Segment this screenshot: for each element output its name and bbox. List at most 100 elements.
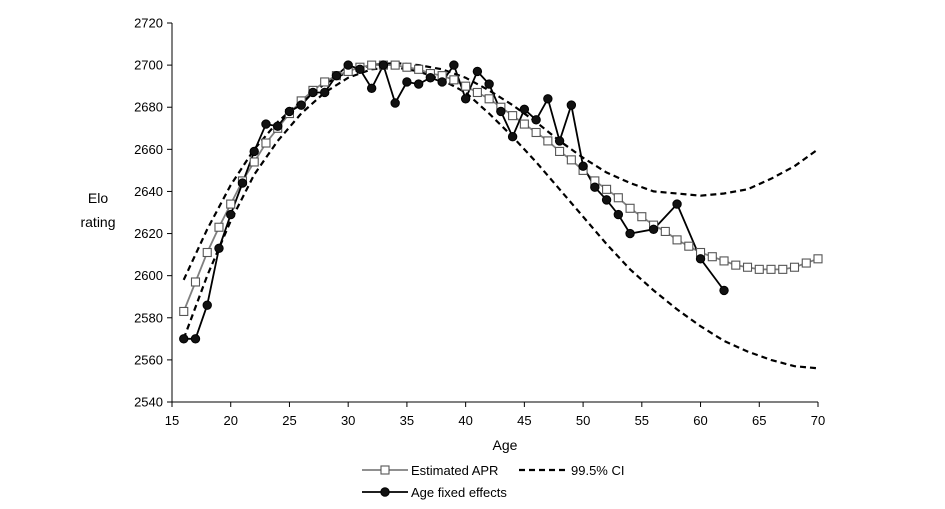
apr-point xyxy=(320,77,330,87)
age-fixed-effects-point xyxy=(578,161,588,171)
age-fixed-effects-point xyxy=(378,60,389,70)
age-fixed-effects-point xyxy=(390,98,400,108)
y-tick-label: 2700 xyxy=(134,58,163,73)
apr-point xyxy=(472,87,482,98)
age-fixed-effects-point xyxy=(179,334,189,344)
apr-point xyxy=(801,258,811,268)
y-tick-label: 2620 xyxy=(134,226,163,241)
apr-point xyxy=(637,212,647,222)
age-fixed-effects-point xyxy=(554,136,565,146)
apr-point xyxy=(402,62,412,72)
age-fixed-effects-point xyxy=(601,195,612,205)
apr-point xyxy=(754,264,764,274)
age-fixed-effects-point xyxy=(460,94,471,104)
x-tick-label: 65 xyxy=(752,413,766,428)
apr-point xyxy=(226,199,236,209)
age-fixed-effects-point xyxy=(273,121,283,131)
age-fixed-effects-point xyxy=(308,87,318,98)
y-tick-label: 2640 xyxy=(134,184,163,199)
apr-point xyxy=(449,75,459,85)
age-fixed-effects-point xyxy=(507,132,518,142)
apr-point xyxy=(261,138,271,148)
apr-point xyxy=(684,241,694,251)
apr-point xyxy=(766,264,776,274)
apr-point xyxy=(613,193,623,203)
apr-point xyxy=(742,262,753,272)
age-fixed-effects-point xyxy=(543,94,553,104)
y-tick-label: 2580 xyxy=(134,310,163,325)
x-tick-label: 55 xyxy=(635,413,649,428)
age-fixed-effects-point xyxy=(613,209,624,220)
apr-point xyxy=(789,262,800,272)
y-axis-title: Elo rating xyxy=(80,190,115,230)
plot-area xyxy=(179,60,823,370)
apr-point xyxy=(202,247,212,258)
legend-apr-label: Estimated APR xyxy=(411,463,498,478)
age-fixed-effects-point xyxy=(648,224,659,235)
age-fixed-effects-point xyxy=(284,106,295,117)
age-fixed-effects-point xyxy=(343,60,353,70)
legend-ci-label: 99.5% CI xyxy=(571,463,624,478)
age-fixed-effects-point xyxy=(472,66,483,77)
age-fixed-effects-point xyxy=(214,243,224,253)
y-tick-label: 2680 xyxy=(134,100,163,115)
age-fixed-effects-point xyxy=(625,228,635,239)
apr-point xyxy=(719,256,729,266)
age-fixed-effects-point xyxy=(590,182,600,192)
age-fixed-effects-point xyxy=(190,334,201,344)
y-tick-label: 2560 xyxy=(134,352,163,367)
age-fixed-effects-point xyxy=(437,77,447,87)
x-tick-label: 30 xyxy=(341,413,355,428)
age-fixed-effects-point xyxy=(237,178,248,188)
age-fixed-effects-point xyxy=(202,300,212,310)
apr-point xyxy=(625,203,635,213)
age-fixed-effects-point xyxy=(296,100,306,110)
y-axis-ticks: 2540 2560 2580 2600 2620 2640 2660 2680 2700 2720 xyxy=(134,16,172,410)
x-tick-label: 70 xyxy=(811,413,825,428)
apr-point xyxy=(249,157,259,167)
ci-upper-line xyxy=(182,61,819,281)
apr-point xyxy=(508,111,518,121)
age-fixed-effects-point xyxy=(331,70,342,81)
x-tick-label: 50 xyxy=(576,413,590,428)
x-tick-label: 20 xyxy=(223,413,237,428)
apr-point xyxy=(660,226,670,236)
age-fixed-effects-point xyxy=(672,199,682,209)
age-fixed-effects-point xyxy=(319,87,330,98)
age-fixed-effects-point xyxy=(484,79,494,89)
apr-point xyxy=(414,64,424,74)
legend-apr-marker xyxy=(380,465,390,475)
apr-point xyxy=(484,94,494,104)
x-tick-label: 45 xyxy=(517,413,531,428)
x-axis-ticks: 15 20 25 30 35 40 45 50 55 60 65 70 xyxy=(165,402,825,428)
y-axis-title-line: rating xyxy=(80,214,115,230)
apr-point xyxy=(672,235,682,245)
x-tick-label: 35 xyxy=(400,413,414,428)
age-fixed-effects-point xyxy=(531,115,541,125)
apr-point xyxy=(179,306,189,317)
age-fixed-effects-point xyxy=(249,146,259,157)
age-fixed-effects-point xyxy=(425,73,436,83)
apr-point xyxy=(190,277,201,287)
age-fixed-effects-point xyxy=(355,64,365,75)
y-tick-label: 2600 xyxy=(134,268,163,283)
legend: Estimated APR 99.5% CI Age fixed effects xyxy=(362,463,624,500)
age-fixed-effects-point xyxy=(496,106,506,117)
apr-point xyxy=(519,119,529,129)
age-fixed-effects-line xyxy=(183,62,725,340)
age-fixed-effects-point xyxy=(566,100,577,110)
apr-point xyxy=(778,264,788,274)
y-tick-label: 2540 xyxy=(134,395,163,410)
x-axis-title: Age xyxy=(493,437,518,453)
x-tick-label: 60 xyxy=(693,413,707,428)
apr-line xyxy=(182,64,819,312)
ci-lower-line xyxy=(182,66,819,370)
legend-afe-marker xyxy=(380,487,390,497)
y-tick-label: 2660 xyxy=(134,142,163,157)
apr-point xyxy=(531,127,541,138)
age-fixed-effects-point xyxy=(402,77,412,87)
x-tick-label: 40 xyxy=(458,413,472,428)
x-tick-label: 25 xyxy=(282,413,296,428)
apr-point xyxy=(367,60,377,70)
